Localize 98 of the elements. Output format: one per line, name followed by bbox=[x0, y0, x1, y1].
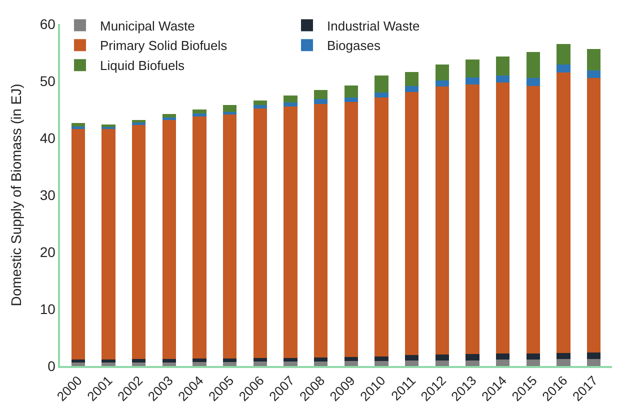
bar bbox=[344, 356, 358, 361]
bar bbox=[223, 358, 237, 362]
bar bbox=[586, 70, 601, 78]
bar bbox=[192, 116, 206, 359]
bar bbox=[253, 104, 267, 108]
bar bbox=[526, 353, 540, 360]
bar bbox=[586, 49, 601, 71]
bar bbox=[192, 358, 206, 362]
bar bbox=[405, 72, 419, 86]
bar bbox=[314, 99, 328, 104]
bar bbox=[405, 86, 419, 92]
bar bbox=[102, 362, 116, 366]
legend-label: Liquid Biofuels bbox=[100, 58, 186, 74]
bar bbox=[344, 86, 358, 98]
bar bbox=[102, 360, 116, 363]
bar bbox=[253, 361, 267, 366]
bar bbox=[71, 123, 86, 127]
bar bbox=[556, 359, 570, 366]
bar bbox=[162, 362, 176, 366]
bar bbox=[253, 358, 267, 362]
bar bbox=[314, 357, 328, 362]
bar bbox=[526, 78, 540, 86]
bar bbox=[556, 44, 570, 64]
bar bbox=[223, 104, 237, 112]
bar bbox=[284, 361, 298, 366]
bar bbox=[526, 86, 540, 354]
bar bbox=[556, 72, 570, 353]
bar bbox=[435, 80, 449, 87]
bar bbox=[344, 102, 358, 357]
bar bbox=[132, 359, 146, 363]
bar bbox=[435, 360, 449, 366]
bar bbox=[223, 114, 237, 359]
bar bbox=[314, 104, 328, 358]
bar bbox=[405, 92, 419, 356]
legend-label: Industrial Waste bbox=[327, 18, 420, 34]
bar bbox=[284, 102, 298, 107]
y-tick-label: 40 bbox=[40, 130, 56, 146]
y-tick-label: 10 bbox=[40, 300, 56, 317]
bar bbox=[71, 360, 86, 363]
bar bbox=[556, 352, 570, 360]
bar bbox=[496, 353, 510, 360]
bar bbox=[586, 78, 601, 352]
bar bbox=[71, 128, 86, 360]
bar bbox=[526, 360, 540, 366]
bar bbox=[253, 100, 267, 105]
bar bbox=[526, 52, 540, 78]
bar bbox=[374, 75, 388, 92]
bar bbox=[102, 128, 116, 360]
y-tick-label: 20 bbox=[40, 244, 56, 260]
bar bbox=[192, 362, 206, 366]
bar bbox=[496, 56, 510, 76]
bar bbox=[496, 75, 510, 83]
bar bbox=[586, 359, 601, 366]
bar bbox=[374, 356, 388, 361]
bar bbox=[314, 361, 328, 366]
bar bbox=[405, 360, 419, 366]
bar bbox=[435, 354, 449, 360]
bar bbox=[466, 360, 480, 366]
bar bbox=[162, 117, 176, 120]
bar bbox=[192, 113, 206, 116]
bar bbox=[496, 360, 510, 366]
bar bbox=[496, 82, 510, 354]
bar bbox=[284, 106, 298, 358]
bar bbox=[344, 98, 358, 102]
bar bbox=[374, 360, 388, 366]
bar bbox=[132, 362, 146, 366]
legend-label: Biogases bbox=[327, 38, 381, 54]
bar bbox=[162, 359, 176, 363]
y-tick-label: 0 bbox=[48, 358, 56, 374]
bar bbox=[374, 98, 388, 356]
bar bbox=[284, 95, 298, 103]
bar bbox=[192, 110, 206, 114]
bar bbox=[71, 362, 86, 366]
y-tick-label: 30 bbox=[40, 186, 56, 203]
bar bbox=[284, 358, 298, 362]
bar bbox=[586, 352, 601, 360]
bar bbox=[253, 108, 267, 358]
legend-label: Municipal Waste bbox=[100, 18, 195, 34]
bar bbox=[405, 355, 419, 360]
bar bbox=[102, 124, 116, 128]
bar bbox=[435, 86, 449, 355]
legend-label: Primary Solid Biofuels bbox=[100, 38, 228, 54]
bar bbox=[374, 92, 388, 98]
bar bbox=[466, 59, 480, 78]
bar bbox=[162, 120, 176, 360]
bar bbox=[466, 84, 480, 354]
y-tick-label: 50 bbox=[40, 72, 56, 89]
bar bbox=[314, 90, 328, 100]
bar bbox=[223, 362, 237, 366]
bar bbox=[466, 354, 480, 360]
bar bbox=[162, 114, 176, 118]
y-axis-title: Domestic Supply of Biomass (in EJ) bbox=[8, 84, 24, 306]
bar bbox=[344, 360, 358, 366]
bar bbox=[435, 64, 449, 80]
y-tick-label: 60 bbox=[40, 16, 56, 32]
bar bbox=[132, 124, 146, 360]
bar bbox=[556, 64, 570, 72]
bar bbox=[466, 78, 480, 84]
